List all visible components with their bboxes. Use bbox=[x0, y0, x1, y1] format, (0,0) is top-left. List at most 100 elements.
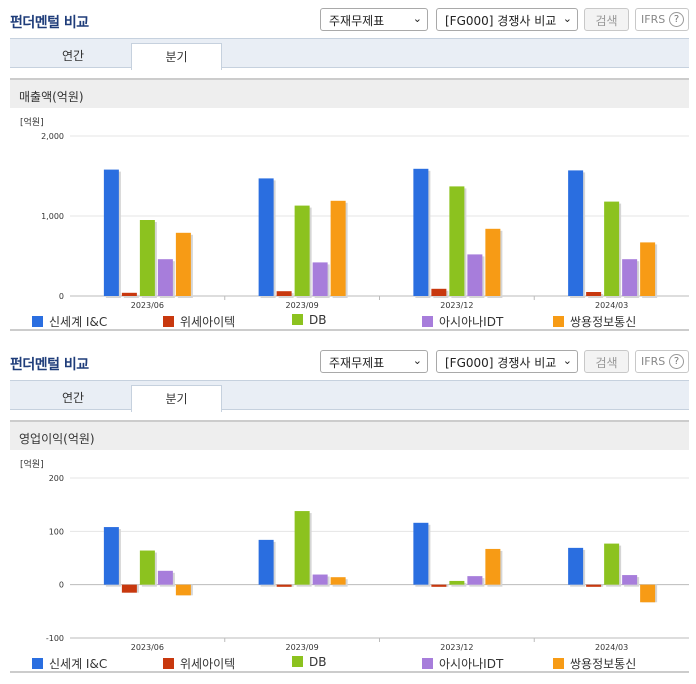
legend-item[interactable]: DB bbox=[292, 313, 326, 327]
operating-profit-chart: [억원] -100 0 100 200 2023/06 2023/09 2023/12 2024… bbox=[10, 452, 689, 652]
bar[interactable] bbox=[121, 292, 137, 296]
bar[interactable] bbox=[604, 543, 620, 585]
bar[interactable] bbox=[431, 288, 447, 296]
panel-title: 펀더멘털 비교 bbox=[10, 15, 89, 31]
bar[interactable] bbox=[103, 527, 119, 585]
statement-type-select[interactable]: 주재무제표 ⌄ bbox=[320, 350, 428, 373]
chevron-down-icon: ⌄ bbox=[412, 354, 422, 367]
bar[interactable] bbox=[175, 584, 191, 596]
legend-swatch bbox=[553, 658, 564, 669]
legend-item[interactable]: 위세아이텍 bbox=[163, 655, 235, 672]
legend-item[interactable]: 아시아나IDT bbox=[422, 655, 503, 672]
legend-label: DB bbox=[309, 655, 327, 669]
bar[interactable] bbox=[586, 584, 602, 587]
bar[interactable] bbox=[294, 205, 310, 296]
x-category-label: 2023/06 bbox=[131, 643, 164, 652]
bar[interactable] bbox=[258, 178, 274, 296]
legend-label: 쌍용정보통신 bbox=[570, 657, 637, 671]
chart-title: 영업이익(억원) bbox=[19, 432, 95, 446]
bar[interactable] bbox=[449, 186, 465, 296]
bar[interactable] bbox=[485, 228, 501, 296]
bar[interactable] bbox=[622, 575, 638, 585]
legend-item[interactable]: DB bbox=[292, 655, 326, 669]
statement-type-value: 주재무제표 bbox=[329, 356, 385, 370]
ifrs-help-button[interactable]: IFRS ? bbox=[635, 8, 689, 31]
bar[interactable] bbox=[175, 232, 191, 296]
search-button[interactable]: 검색 bbox=[584, 8, 629, 31]
bar[interactable] bbox=[276, 291, 292, 296]
x-category-label: 2023/06 bbox=[131, 301, 164, 310]
legend-item[interactable]: 위세아이텍 bbox=[163, 313, 235, 330]
legend-swatch bbox=[422, 658, 433, 669]
legend-label: 쌍용정보통신 bbox=[570, 315, 637, 329]
bar[interactable] bbox=[276, 584, 292, 587]
bar[interactable] bbox=[568, 170, 584, 296]
question-icon: ? bbox=[669, 354, 684, 369]
y-tick-label: 100 bbox=[49, 527, 64, 536]
legend-item[interactable]: 신세계 I&C bbox=[32, 655, 107, 672]
legend-item[interactable]: 신세계 I&C bbox=[32, 313, 107, 330]
legend-label: 아시아나IDT bbox=[439, 315, 504, 329]
bar[interactable] bbox=[294, 511, 310, 585]
bar[interactable] bbox=[586, 292, 602, 296]
period-tabs: 연간 분기 bbox=[10, 38, 689, 70]
ifrs-label: IFRS bbox=[641, 13, 666, 26]
bar[interactable] bbox=[568, 547, 584, 585]
tab-annual[interactable]: 연간 bbox=[61, 391, 85, 405]
tab-quarter[interactable]: 분기 bbox=[131, 385, 222, 412]
bar[interactable] bbox=[139, 550, 155, 585]
y-tick-label: -100 bbox=[46, 634, 64, 643]
statement-type-select[interactable]: 주재무제표 ⌄ bbox=[320, 8, 428, 31]
period-tabs: 연간 분기 bbox=[10, 380, 689, 412]
bar[interactable] bbox=[467, 254, 483, 296]
bar[interactable] bbox=[431, 584, 447, 587]
x-category-label: 2023/12 bbox=[440, 301, 473, 310]
compare-group-select[interactable]: [FG000] 경쟁사 비교 ⌄ bbox=[436, 350, 578, 373]
bar[interactable] bbox=[467, 576, 483, 585]
bar[interactable] bbox=[157, 259, 173, 296]
legend-label: 신세계 I&C bbox=[49, 315, 108, 329]
bar[interactable] bbox=[485, 548, 501, 585]
legend-item[interactable]: 쌍용정보통신 bbox=[553, 313, 636, 330]
bar[interactable] bbox=[330, 200, 346, 296]
bar[interactable] bbox=[413, 522, 429, 585]
bar[interactable] bbox=[312, 262, 328, 296]
y-tick-label: 2,000 bbox=[41, 132, 64, 141]
bar-shadow bbox=[123, 294, 139, 298]
legend-item[interactable]: 아시아나IDT bbox=[422, 313, 503, 330]
x-category-label: 2023/09 bbox=[286, 301, 319, 310]
question-icon: ? bbox=[669, 12, 684, 27]
bar[interactable] bbox=[413, 168, 429, 296]
bar[interactable] bbox=[604, 201, 620, 296]
bar[interactable] bbox=[330, 577, 346, 585]
bar[interactable] bbox=[121, 584, 137, 593]
x-category-label: 2023/12 bbox=[440, 643, 473, 652]
fundamental-panel-sales: 펀더멘털 비교 주재무제표 ⌄ [FG000] 경쟁사 비교 ⌄ 검색 IFRS… bbox=[0, 0, 696, 331]
bar[interactable] bbox=[312, 574, 328, 585]
x-category-label: 2023/09 bbox=[286, 643, 319, 652]
tab-annual[interactable]: 연간 bbox=[61, 49, 85, 63]
chart-title: 매출액(억원) bbox=[19, 90, 84, 104]
legend-swatch bbox=[163, 658, 174, 669]
bar[interactable] bbox=[449, 580, 465, 585]
bar[interactable] bbox=[103, 169, 119, 296]
compare-group-select[interactable]: [FG000] 경쟁사 비교 ⌄ bbox=[436, 8, 578, 31]
bar[interactable] bbox=[139, 220, 155, 296]
bar[interactable] bbox=[640, 242, 656, 296]
bar[interactable] bbox=[622, 259, 638, 296]
bar-shadow bbox=[451, 582, 467, 587]
ifrs-help-button[interactable]: IFRS ? bbox=[635, 350, 689, 373]
y-tick-label: 0 bbox=[59, 581, 64, 590]
chart-header: 영업이익(억원) bbox=[10, 420, 689, 450]
tab-quarter[interactable]: 분기 bbox=[131, 43, 222, 70]
bar[interactable] bbox=[640, 584, 656, 603]
y-tick-label: 1,000 bbox=[41, 212, 64, 221]
ifrs-label: IFRS bbox=[641, 355, 666, 368]
legend-label: 위세아이텍 bbox=[180, 315, 236, 329]
legend-swatch bbox=[32, 658, 43, 669]
chevron-down-icon: ⌄ bbox=[562, 354, 572, 367]
search-button[interactable]: 검색 bbox=[584, 350, 629, 373]
legend-item[interactable]: 쌍용정보통신 bbox=[553, 655, 636, 672]
bar[interactable] bbox=[157, 570, 173, 585]
bar[interactable] bbox=[258, 539, 274, 585]
